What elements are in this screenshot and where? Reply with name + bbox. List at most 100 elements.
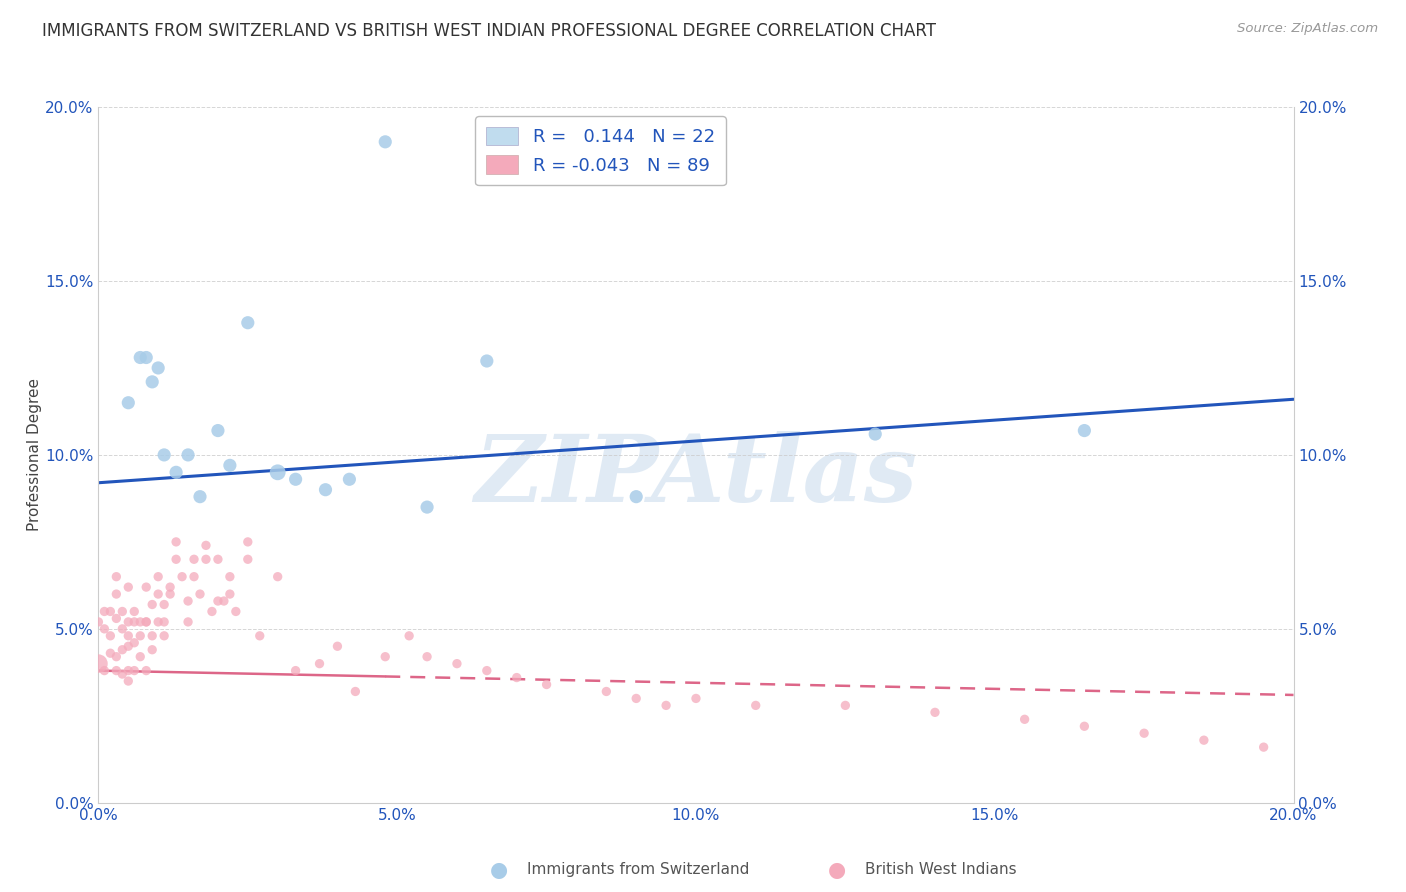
Text: Immigrants from Switzerland: Immigrants from Switzerland (527, 863, 749, 877)
Point (177, 448, 200, 462)
Point (207, 552, 229, 566)
Text: IMMIGRANTS FROM SWITZERLAND VS BRITISH WEST INDIAN PROFESSIONAL DEGREE CORRELATI: IMMIGRANTS FROM SWITZERLAND VS BRITISH W… (42, 22, 936, 40)
Point (267, 570, 290, 584)
Point (117, 615, 139, 629)
Point (124, 664, 146, 678)
Point (124, 636, 146, 650)
Point (267, 466, 290, 480)
Text: ●: ● (491, 860, 508, 880)
Point (153, 629, 176, 643)
Point (135, 351, 157, 365)
Legend: R =   0.144   N = 22, R = -0.043   N = 89: R = 0.144 N = 22, R = -0.043 N = 89 (475, 116, 725, 186)
Point (117, 580, 139, 594)
Point (111, 667, 134, 681)
Point (249, 629, 271, 643)
Point (308, 657, 330, 671)
Point (141, 598, 163, 612)
Point (236, 552, 259, 566)
Point (93, 664, 115, 678)
Point (219, 587, 242, 601)
Point (236, 316, 259, 330)
Point (117, 396, 139, 410)
Point (165, 534, 187, 549)
Point (219, 570, 242, 584)
Y-axis label: Professional Degree: Professional Degree (27, 378, 42, 532)
Point (446, 657, 468, 671)
Point (165, 552, 187, 566)
Point (129, 351, 152, 365)
Point (236, 534, 259, 549)
Point (207, 594, 229, 608)
Point (105, 664, 128, 678)
Point (93, 605, 115, 619)
Point (195, 552, 218, 566)
Point (1253, 740, 1275, 755)
Point (865, 427, 887, 442)
Point (315, 483, 337, 497)
Point (153, 448, 176, 462)
Point (124, 605, 146, 619)
Point (129, 649, 152, 664)
Point (135, 615, 157, 629)
Point (626, 691, 648, 706)
Point (1073, 424, 1095, 438)
Point (141, 375, 163, 389)
Point (105, 587, 128, 601)
Point (201, 605, 224, 619)
Point (183, 552, 205, 566)
Point (626, 490, 648, 504)
Point (1192, 733, 1215, 747)
Point (924, 706, 946, 720)
Point (416, 649, 439, 664)
Point (148, 360, 170, 375)
Point (475, 354, 498, 368)
Point (129, 629, 152, 643)
Point (398, 629, 420, 643)
Point (655, 698, 678, 713)
Point (339, 472, 360, 486)
Point (100, 629, 122, 643)
Point (135, 664, 157, 678)
Point (595, 684, 617, 698)
Point (129, 615, 152, 629)
Point (100, 646, 122, 660)
Point (506, 671, 529, 685)
Point (105, 611, 128, 625)
Point (374, 135, 396, 149)
Point (141, 642, 163, 657)
Point (105, 570, 128, 584)
Point (165, 466, 187, 480)
Point (105, 649, 128, 664)
Point (172, 570, 194, 584)
Point (177, 615, 200, 629)
Point (225, 605, 247, 619)
Point (117, 639, 139, 653)
Point (1014, 712, 1036, 726)
Point (117, 674, 139, 689)
Point (177, 594, 200, 608)
Point (93, 622, 115, 636)
Point (148, 615, 170, 629)
Point (117, 629, 139, 643)
Point (111, 642, 134, 657)
Point (374, 649, 396, 664)
Point (344, 684, 367, 698)
Point (326, 639, 349, 653)
Point (111, 605, 134, 619)
Point (685, 691, 707, 706)
Point (416, 500, 439, 514)
Point (141, 629, 163, 643)
Point (536, 677, 558, 691)
Point (148, 587, 170, 601)
Text: British West Indians: British West Indians (865, 863, 1017, 877)
Text: Source: ZipAtlas.com: Source: ZipAtlas.com (1237, 22, 1378, 36)
Point (117, 664, 139, 678)
Point (475, 664, 498, 678)
Point (159, 587, 181, 601)
Point (153, 598, 176, 612)
Point (188, 587, 211, 601)
Point (219, 458, 242, 473)
Point (284, 472, 307, 486)
Point (745, 698, 768, 713)
Point (100, 605, 122, 619)
